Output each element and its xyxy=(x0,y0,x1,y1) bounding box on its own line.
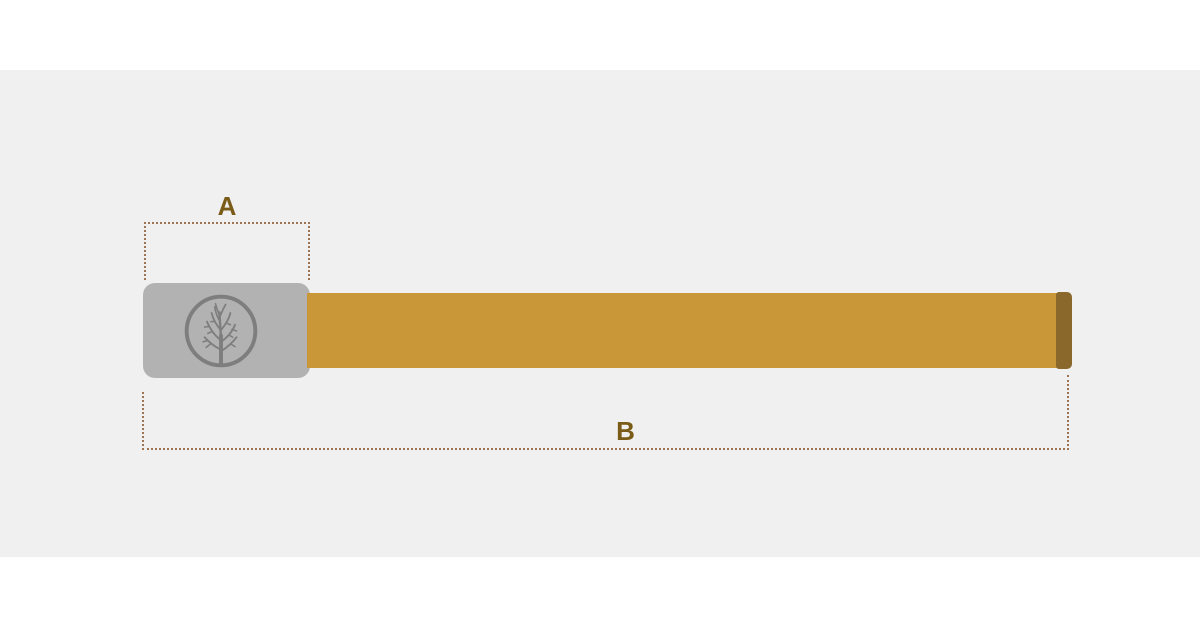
measurement-bracket-b-bottom xyxy=(142,448,1069,450)
measurement-label-a: A xyxy=(217,191,237,221)
belt-buckle xyxy=(143,283,310,378)
measurement-bracket-a xyxy=(144,222,310,280)
measurement-bracket-b-right xyxy=(1067,375,1069,450)
belt-strap xyxy=(307,293,1058,368)
diagram-canvas: A xyxy=(0,70,1200,557)
belt-tip xyxy=(1056,292,1072,369)
measurement-bracket-b-left xyxy=(142,392,144,450)
measurement-label-b: B xyxy=(616,416,635,446)
tree-logo-icon xyxy=(184,294,258,368)
